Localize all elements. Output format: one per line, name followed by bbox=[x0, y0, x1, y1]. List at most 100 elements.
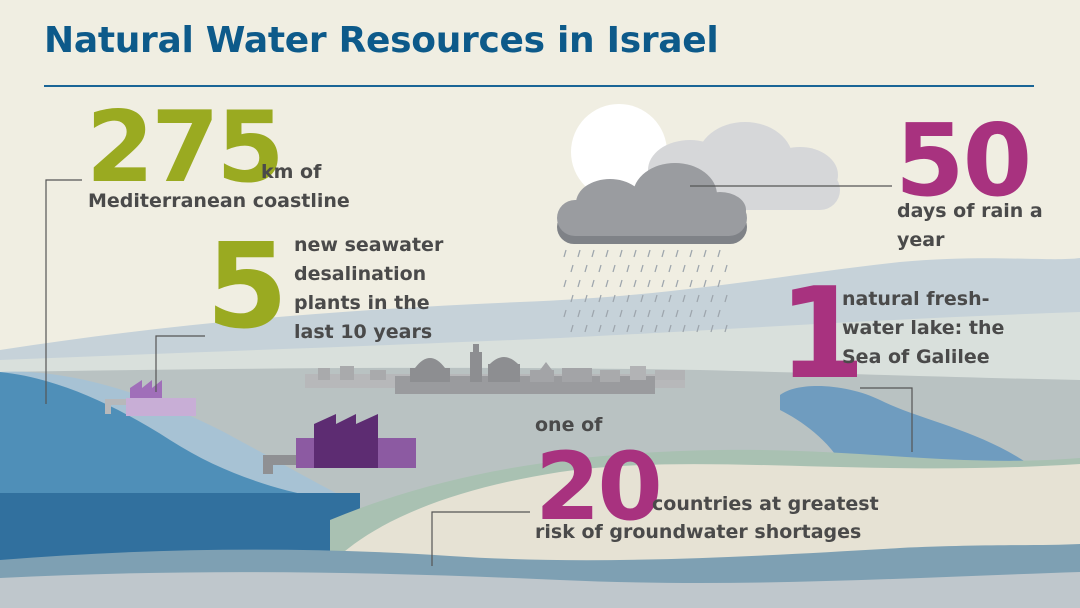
rain-drop bbox=[577, 309, 581, 318]
rain-drop bbox=[612, 324, 616, 333]
rain-drop bbox=[717, 309, 721, 318]
rain-drop bbox=[640, 324, 644, 333]
rain-drop bbox=[703, 309, 707, 318]
rain-drop bbox=[633, 309, 637, 318]
rain-drop bbox=[668, 264, 672, 273]
city-skyline-icon bbox=[305, 344, 685, 394]
rain-drop bbox=[619, 309, 623, 318]
coastline-number: 275 bbox=[86, 91, 285, 205]
page-title: Natural Water Resources in Israel bbox=[44, 20, 719, 61]
rain-drop bbox=[682, 324, 686, 333]
rain-drop bbox=[724, 264, 728, 273]
rain-drop bbox=[724, 294, 728, 303]
rain-drop bbox=[619, 249, 623, 258]
rain-drop bbox=[696, 294, 700, 303]
rain-drop bbox=[647, 309, 651, 318]
rain-drop bbox=[689, 249, 693, 258]
rain-drop bbox=[710, 294, 714, 303]
rain-drop bbox=[682, 264, 686, 273]
rain-drop bbox=[570, 294, 574, 303]
desalination-number: 5 bbox=[206, 217, 289, 355]
coastline-description: Mediterranean coastline bbox=[88, 190, 350, 212]
rain-drop bbox=[696, 324, 700, 333]
rain-drop bbox=[682, 294, 686, 303]
rain-drop bbox=[647, 279, 651, 288]
rain-drop bbox=[661, 309, 665, 318]
rain-drop bbox=[563, 279, 567, 288]
rain-drop bbox=[689, 279, 693, 288]
rain-drop bbox=[696, 264, 700, 273]
rain-drop bbox=[605, 279, 609, 288]
rain-drop bbox=[563, 249, 567, 258]
factory-icon bbox=[263, 414, 416, 474]
rain-drop bbox=[591, 309, 595, 318]
rain-drop bbox=[668, 324, 672, 333]
leader-lines bbox=[45, 179, 913, 566]
rain-drop bbox=[584, 264, 588, 273]
rain-drop bbox=[675, 279, 679, 288]
rain-drop bbox=[654, 294, 658, 303]
rain-drop bbox=[584, 324, 588, 333]
rain-drop bbox=[577, 279, 581, 288]
rain-drop bbox=[675, 249, 679, 258]
rain-drop bbox=[668, 294, 672, 303]
rain-drop bbox=[570, 264, 574, 273]
rain-drop bbox=[647, 249, 651, 258]
rain-drop bbox=[563, 309, 567, 318]
rain-drop bbox=[710, 264, 714, 273]
rain-description: days of rain a year bbox=[897, 200, 1043, 251]
rain-drop bbox=[591, 279, 595, 288]
rain-icon bbox=[563, 249, 728, 333]
rain-drop bbox=[633, 249, 637, 258]
rain-drop bbox=[640, 264, 644, 273]
rain-drop bbox=[612, 264, 616, 273]
title-divider bbox=[44, 85, 1034, 87]
rain-drop bbox=[598, 294, 602, 303]
rain-drop bbox=[661, 279, 665, 288]
rain-drop bbox=[605, 249, 609, 258]
rain-days-number: 50 bbox=[895, 102, 1032, 219]
rain-drop bbox=[689, 309, 693, 318]
rain-drop bbox=[619, 279, 623, 288]
rain-drop bbox=[717, 279, 721, 288]
leader-plants bbox=[155, 335, 205, 392]
rain-drop bbox=[724, 324, 728, 333]
front-band bbox=[0, 572, 1080, 608]
rain-drop bbox=[626, 294, 630, 303]
cloud-icon bbox=[557, 163, 747, 244]
rain-drop bbox=[591, 249, 595, 258]
groundwater-description-line1: countries at greatest bbox=[652, 493, 879, 515]
rain-drop bbox=[612, 294, 616, 303]
rain-drop bbox=[661, 249, 665, 258]
groundwater-prefix: one of bbox=[535, 414, 603, 436]
groundwater-number: 20 bbox=[535, 433, 663, 542]
leader-coast bbox=[45, 179, 82, 404]
leader-groundwater bbox=[431, 511, 530, 566]
rain-drop bbox=[654, 264, 658, 273]
lake-description: natural fresh-water lake: the Sea of Gal… bbox=[842, 288, 1005, 368]
rain-drop bbox=[703, 249, 707, 258]
rain-drop bbox=[640, 294, 644, 303]
rain-drop bbox=[654, 324, 658, 333]
coastline-unit: km of bbox=[261, 161, 322, 183]
rain-drop bbox=[577, 249, 581, 258]
rain-drop bbox=[605, 309, 609, 318]
rain-drop bbox=[570, 324, 574, 333]
rain-drop bbox=[598, 324, 602, 333]
rain-drop bbox=[717, 249, 721, 258]
rain-drop bbox=[626, 264, 630, 273]
rain-drop bbox=[710, 324, 714, 333]
lake-number: 1 bbox=[778, 260, 866, 407]
rain-drop bbox=[703, 279, 707, 288]
rain-drop bbox=[675, 309, 679, 318]
desalination-description: new seawater desalination plants in the … bbox=[294, 234, 444, 343]
rain-drop bbox=[584, 294, 588, 303]
leader-lake bbox=[860, 387, 913, 452]
rain-drop bbox=[626, 324, 630, 333]
groundwater-description-line2: risk of groundwater shortages bbox=[535, 521, 862, 543]
rain-drop bbox=[598, 264, 602, 273]
rain-drop bbox=[633, 279, 637, 288]
factory-small-icon bbox=[105, 380, 196, 416]
